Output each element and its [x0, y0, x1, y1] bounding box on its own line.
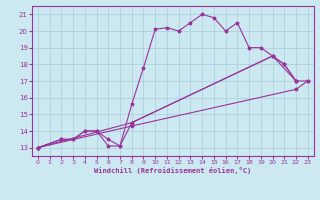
X-axis label: Windchill (Refroidissement éolien,°C): Windchill (Refroidissement éolien,°C) — [94, 167, 252, 174]
